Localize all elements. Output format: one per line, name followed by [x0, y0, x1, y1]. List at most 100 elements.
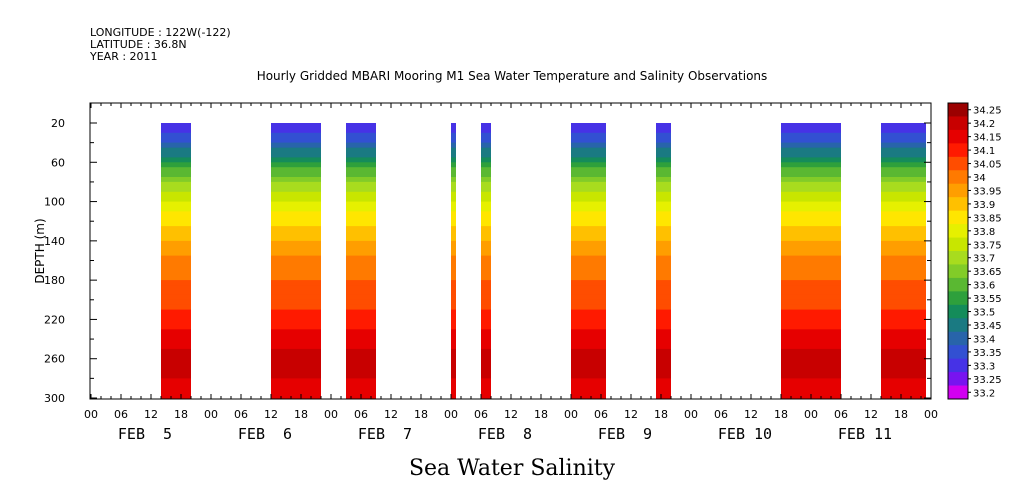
salinity-cell	[161, 334, 191, 340]
legend-swatch	[948, 103, 968, 117]
salinity-cell	[481, 245, 491, 252]
salinity-cell	[271, 285, 321, 291]
x-tick-label: 00	[324, 408, 338, 421]
salinity-cell	[781, 240, 841, 247]
salinity-cell	[781, 388, 841, 394]
salinity-cell	[881, 132, 926, 139]
salinity-cell	[781, 353, 841, 360]
salinity-cell	[346, 363, 376, 370]
salinity-cell	[271, 226, 321, 232]
chart-title: Hourly Gridded MBARI Mooring M1 Sea Wate…	[257, 69, 768, 83]
salinity-cell	[571, 191, 606, 198]
salinity-cell	[161, 275, 191, 281]
salinity-cell	[271, 132, 321, 139]
salinity-cell	[161, 123, 191, 129]
salinity-cell	[781, 216, 841, 222]
salinity-cell	[161, 373, 191, 379]
salinity-cell	[571, 211, 606, 217]
x-tick-label: 06	[354, 408, 368, 421]
salinity-cell	[881, 383, 926, 389]
salinity-cell	[781, 373, 841, 379]
salinity-cell	[781, 378, 841, 384]
x-tick-label: 06	[594, 408, 608, 421]
salinity-cell	[161, 245, 191, 252]
salinity-cell	[271, 353, 321, 360]
salinity-cell	[346, 344, 376, 350]
x-tick-label: 06	[714, 408, 728, 421]
salinity-cell	[571, 393, 606, 399]
salinity-cell	[571, 260, 606, 266]
salinity-cell	[451, 280, 456, 286]
salinity-cell	[571, 235, 606, 242]
salinity-cell	[656, 299, 671, 306]
salinity-cell	[451, 186, 456, 193]
salinity-cell	[271, 393, 321, 399]
salinity-cell	[571, 201, 606, 208]
legend-swatch	[948, 345, 968, 360]
salinity-cell	[451, 245, 456, 252]
salinity-cell	[571, 280, 606, 286]
salinity-cell	[656, 196, 671, 203]
salinity-cell	[781, 137, 841, 144]
salinity-cell	[656, 162, 671, 168]
salinity-cell	[161, 157, 191, 163]
x-day-label: FEB 10	[718, 425, 772, 443]
salinity-cell	[161, 363, 191, 370]
salinity-cell	[161, 368, 191, 374]
salinity-cell	[481, 285, 491, 291]
longitude-label: LONGITUDE : 122W(-122)	[90, 26, 231, 39]
salinity-cell	[481, 172, 491, 178]
y-tick-label: 220	[44, 313, 65, 326]
salinity-cell	[346, 181, 376, 188]
salinity-cell	[161, 270, 191, 276]
salinity-cell	[161, 132, 191, 139]
legend-label: 34.2	[973, 119, 995, 130]
salinity-cell	[656, 294, 671, 301]
salinity-cell	[571, 329, 606, 335]
data-interval	[161, 123, 191, 399]
salinity-cell	[481, 167, 491, 173]
salinity-cell	[271, 216, 321, 222]
salinity-cell	[656, 334, 671, 340]
salinity-cell	[481, 221, 491, 227]
salinity-cell	[346, 235, 376, 242]
salinity-cell	[881, 240, 926, 247]
salinity-cell	[346, 275, 376, 281]
salinity-cell	[346, 137, 376, 144]
salinity-cell	[881, 206, 926, 212]
salinity-cell	[161, 324, 191, 330]
salinity-cell	[481, 378, 491, 384]
salinity-cell	[571, 147, 606, 154]
salinity-cell	[781, 255, 841, 262]
salinity-cell	[571, 255, 606, 262]
salinity-cell	[161, 206, 191, 212]
salinity-cell	[571, 142, 606, 149]
salinity-cell	[571, 226, 606, 232]
salinity-cell	[161, 314, 191, 320]
salinity-cell	[161, 265, 191, 271]
salinity-cell	[271, 324, 321, 330]
salinity-cell	[481, 339, 491, 345]
salinity-cell	[571, 373, 606, 379]
salinity-cell	[881, 137, 926, 144]
salinity-cell	[881, 348, 926, 355]
salinity-cell	[656, 167, 671, 173]
salinity-cell	[271, 358, 321, 365]
salinity-cell	[481, 265, 491, 271]
salinity-cell	[271, 201, 321, 208]
salinity-cell	[781, 250, 841, 257]
salinity-cell	[781, 280, 841, 286]
x-tick-label: 18	[174, 408, 188, 421]
salinity-cell	[346, 329, 376, 335]
salinity-cell	[451, 231, 456, 237]
salinity-cell	[451, 127, 456, 134]
legend-label: 34.15	[973, 133, 1002, 144]
salinity-cell	[451, 240, 456, 247]
salinity-cell	[271, 127, 321, 134]
salinity-cell	[451, 142, 456, 149]
salinity-cell	[656, 383, 671, 389]
salinity-cell	[781, 344, 841, 350]
salinity-cell	[781, 290, 841, 296]
salinity-cell	[481, 270, 491, 276]
x-tick-label: 12	[384, 408, 398, 421]
